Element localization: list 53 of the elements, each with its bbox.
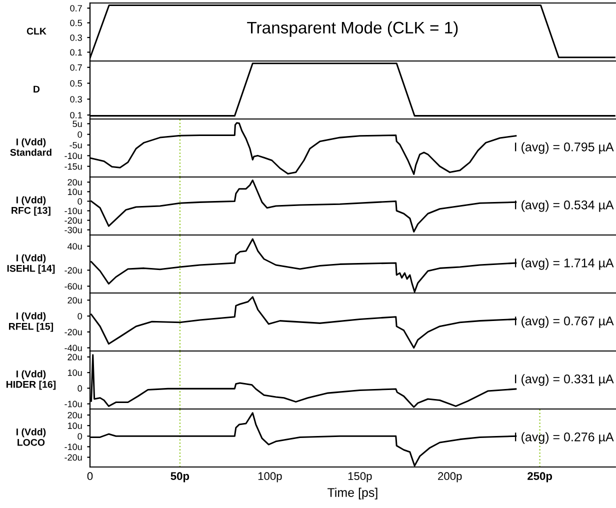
y-axis-title: I (Vdd) LOCO [16,428,46,446]
y-axis-title: CLK [26,28,46,35]
y-tick-label: 0.3 [70,34,82,41]
y-tick-label: 0.7 [70,64,82,71]
y-tick-label: 0.5 [70,20,82,26]
y-tick-label: 0 [78,131,82,138]
y-tick-label: 0 [78,198,82,205]
x-tick-label: 50p [170,472,190,482]
y-tick-label: -10u [64,208,82,214]
y-tick-label: 10u [68,370,82,376]
y-tick-label: 0.1 [70,112,82,118]
y-tick-label: 0 [78,433,82,440]
y-tick-label: 20u [68,297,82,304]
x-tick-label: 150p [348,472,372,482]
y-axis-title: I (Vdd) Standard [10,138,52,156]
y-axis-title: I (Vdd) RFC [13] [12,196,50,216]
y-tick-label: -10u [64,400,82,408]
y-tick-label: -40u [64,344,82,352]
x-tick-label: 0 [87,472,93,480]
y-tick-label: -20u [64,328,82,336]
y-tick-label: 0.3 [70,96,82,102]
y-tick-label: 20u [68,179,82,186]
y-tick-label: 10u [68,422,82,429]
y-tick-label: 10u [68,188,82,196]
x-tick-label: 100p [258,472,282,482]
x-tick-label: 250p [528,472,552,482]
annotation: I (avg) = 0.331 µA [515,374,614,386]
y-tick-label: -5u [70,142,82,148]
y-axis-title: I (Vdd) HIDER [16] [6,370,56,390]
y-tick-label: 0.7 [70,5,82,12]
y-tick-label: -10u [64,152,82,160]
y-tick-label: 40u [68,243,82,250]
y-tick-label: 20u [68,412,82,418]
annotation: I (avg) = 0.795 µA [515,142,614,154]
y-tick-label: 5u [72,120,82,128]
y-axis-title: D [34,86,40,93]
y-axis-title: I (Vdd) RFEL [15] [9,312,54,332]
y-tick-label: 0.1 [70,49,82,56]
y-axis-title: I (Vdd) ISEHL [14] [7,254,55,274]
y-tick-label: 20u [68,354,82,360]
y-tick-label: -10u [64,444,82,450]
y-tick-label: -15u [64,163,82,170]
y-tick-label: -20u [64,454,82,461]
y-tick-label: 0 [78,313,82,320]
x-axis-title: Time [ps] [328,488,378,500]
y-tick-label: -20u [64,217,82,224]
y-tick-label: -20u [64,267,82,274]
text: Transparent Mode (CLK = 1) [247,21,458,37]
y-tick-label: 0 [78,385,82,392]
y-tick-label: -60u [64,283,82,290]
y-tick-label: -30u [64,226,82,234]
y-tick-label: 0.5 [70,80,82,87]
x-tick-label: 200p [438,472,462,482]
